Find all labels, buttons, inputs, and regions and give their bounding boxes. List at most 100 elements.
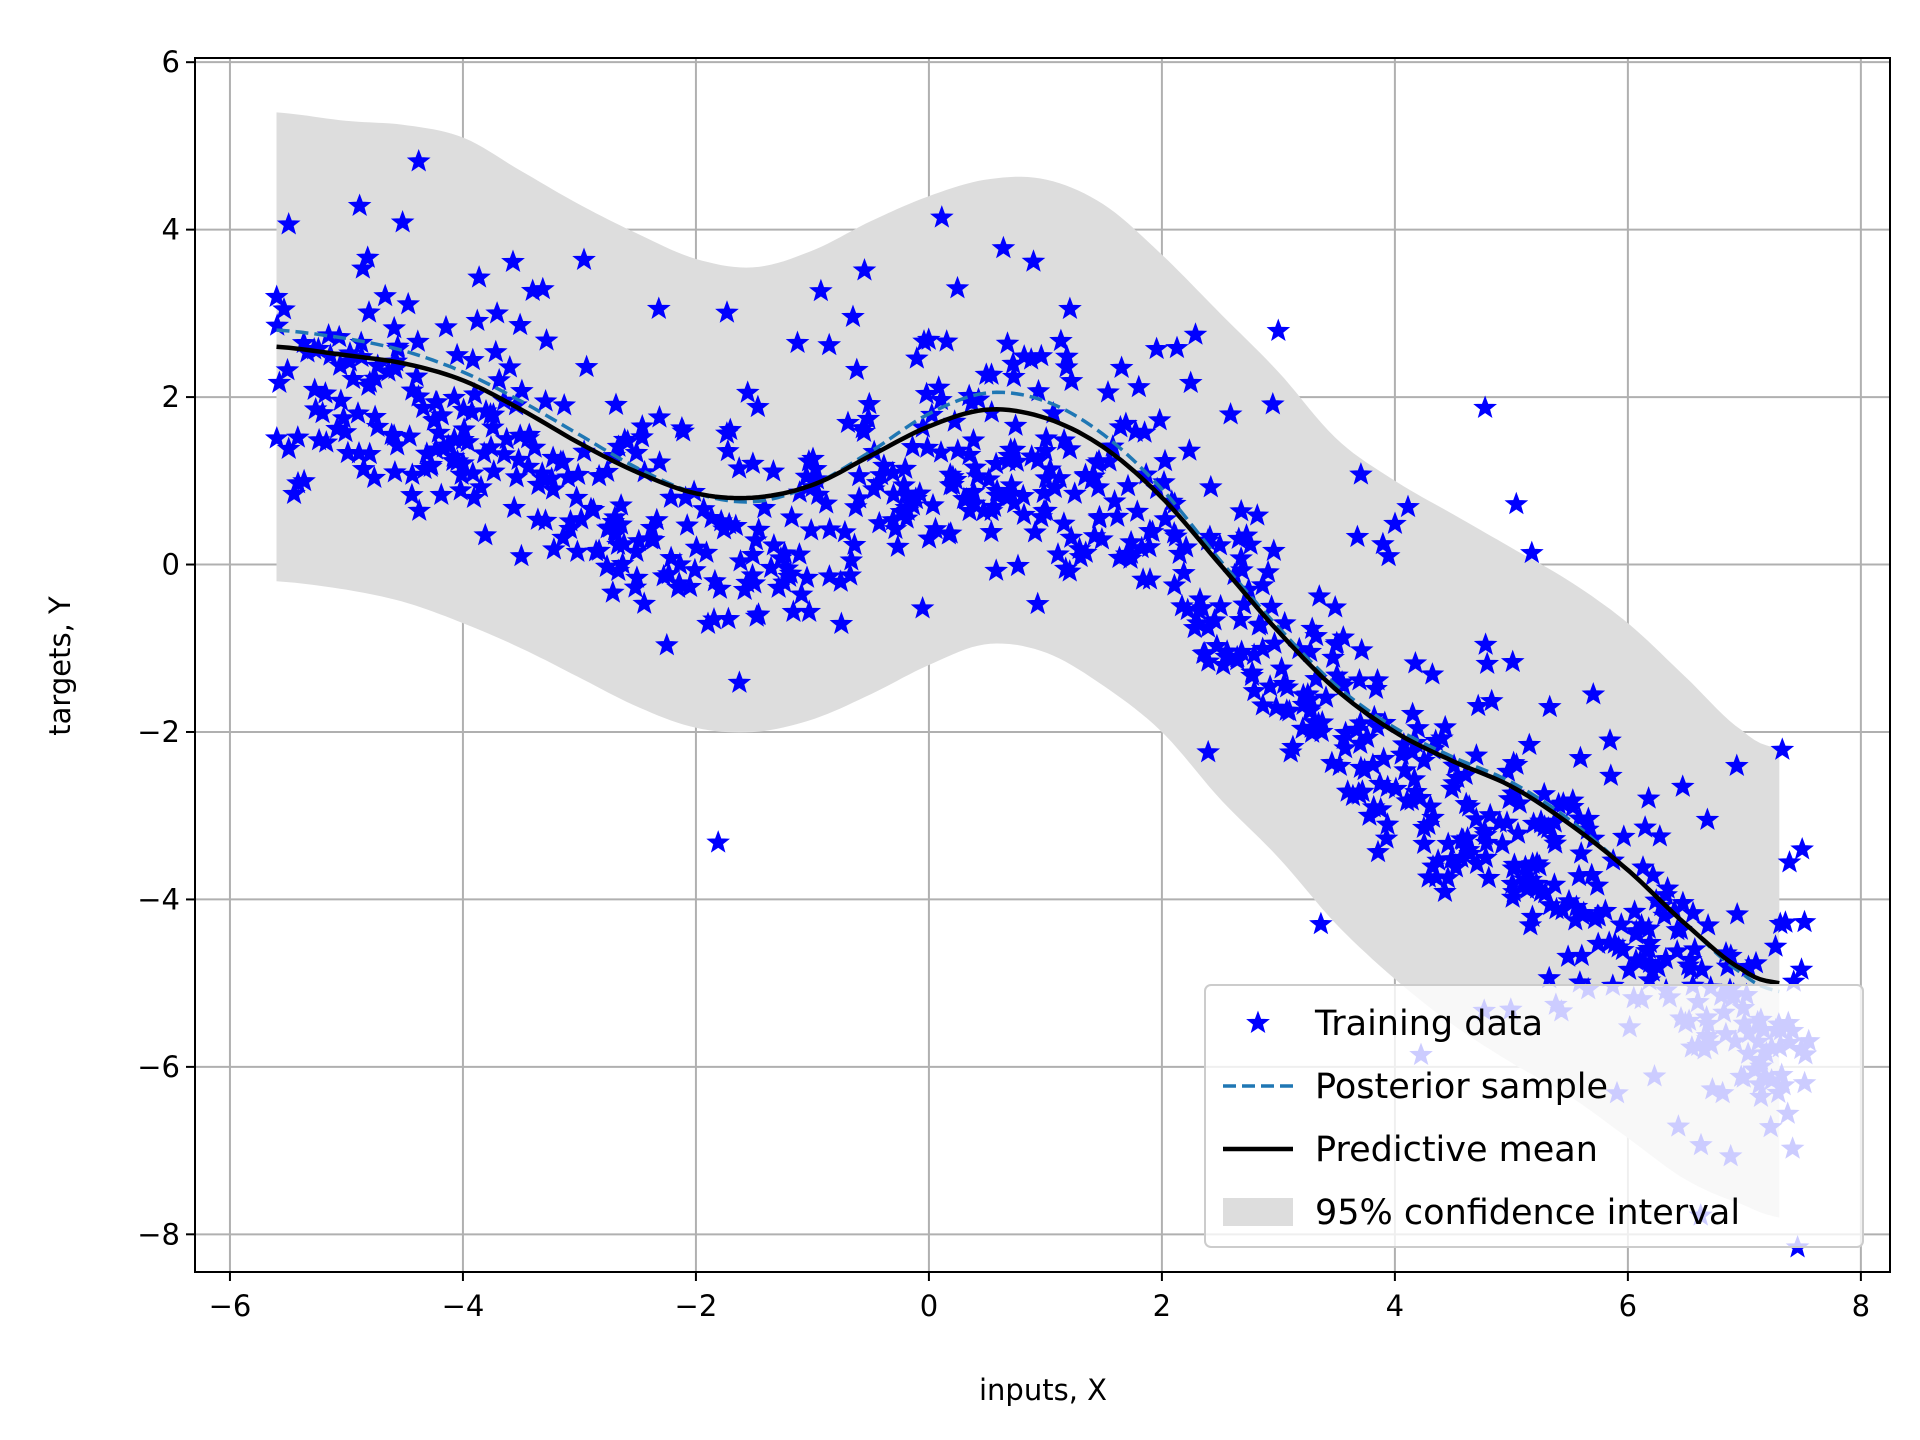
training-data-point: [624, 440, 649, 464]
training-data-point: [923, 516, 948, 540]
training-data-point: [1368, 796, 1393, 820]
training-data-point: [595, 554, 619, 577]
training-data-point: [1507, 791, 1532, 814]
training-data-point: [683, 557, 707, 581]
training-data-point: [1550, 897, 1575, 921]
training-data-point: [1475, 651, 1500, 674]
training-data-point: [314, 430, 339, 453]
training-data-point: [984, 451, 1008, 475]
x-tick-label-3: 0: [920, 1289, 938, 1323]
training-data-point: [1138, 567, 1162, 590]
training-data-point: [1178, 370, 1203, 394]
training-data-point: [1537, 965, 1562, 989]
training-data-point: [601, 580, 625, 603]
training-data-point: [744, 604, 769, 627]
training-data-point: [574, 354, 599, 378]
training-data-point: [347, 440, 371, 464]
training-data-point: [469, 474, 493, 498]
training-data-point: [481, 415, 505, 438]
training-data-point: [732, 577, 757, 601]
training-data-point: [801, 446, 825, 469]
training-data-point: [1365, 667, 1390, 691]
training-data-point: [1473, 632, 1498, 655]
training-data-point: [1344, 717, 1369, 740]
training-data-point: [1240, 663, 1264, 687]
training-data-point: [1665, 939, 1689, 962]
training-data-point: [715, 421, 739, 444]
training-data-point: [1138, 518, 1162, 542]
training-data-point: [1537, 694, 1562, 718]
training-data-point: [632, 591, 657, 614]
training-data-point: [1569, 943, 1594, 966]
training-data-point: [442, 385, 466, 408]
training-data-point: [1164, 524, 1188, 547]
y-tick-label-1: −6: [137, 1050, 180, 1084]
training-data-point: [498, 354, 522, 378]
training-data-point: [509, 543, 534, 567]
training-data-point: [313, 381, 338, 404]
legend-label-3: 95% confidence interval: [1315, 1193, 1740, 1233]
training-data-point: [1162, 573, 1187, 596]
training-data-point: [1474, 845, 1498, 868]
training-data-point: [329, 388, 353, 411]
training-data-point: [1529, 809, 1553, 832]
training-data-point: [1262, 631, 1287, 654]
training-data-point: [1002, 364, 1026, 387]
training-data-point: [991, 235, 1016, 259]
training-data-point: [520, 278, 545, 302]
training-data-point: [341, 366, 365, 390]
training-data-point: [1789, 957, 1814, 980]
training-data-point: [501, 249, 525, 273]
training-data-point: [1622, 899, 1647, 922]
training-data-point: [1402, 766, 1427, 790]
training-data-point: [609, 493, 633, 516]
training-data-point: [379, 422, 404, 445]
training-data-point: [926, 375, 951, 398]
training-data-point: [429, 482, 454, 506]
training-data-point: [1256, 559, 1280, 583]
training-data-point: [1412, 815, 1436, 838]
training-data-point: [404, 364, 429, 387]
training-data-point: [1636, 786, 1661, 809]
training-data-point: [1393, 757, 1417, 781]
training-data-point: [1364, 676, 1388, 700]
training-data-point: [1034, 498, 1058, 521]
training-data-point: [541, 445, 565, 468]
training-data-point: [727, 670, 752, 693]
training-data-point: [351, 456, 376, 480]
training-data-point: [1058, 296, 1082, 320]
training-data-point: [675, 513, 699, 536]
training-data-point: [1182, 615, 1207, 639]
training-data-point: [1695, 807, 1720, 830]
training-data-point: [302, 377, 327, 400]
training-data-point: [752, 495, 777, 519]
training-data-point: [1116, 473, 1140, 497]
training-data-point: [727, 456, 751, 479]
training-data-point: [267, 370, 292, 393]
training-data-point: [264, 284, 289, 308]
training-data-point: [717, 511, 741, 535]
training-data-point: [473, 522, 498, 546]
training-data-point: [671, 419, 696, 442]
training-data-point: [841, 304, 865, 328]
training-data-point: [1352, 757, 1377, 781]
training-data-point: [1345, 524, 1370, 548]
training-data-point: [1678, 956, 1703, 980]
training-data-point: [422, 408, 446, 431]
training-data-point: [847, 463, 872, 487]
training-data-point: [1109, 355, 1134, 378]
training-data-point: [479, 434, 503, 458]
training-data-point: [1038, 457, 1062, 480]
training-data-point: [487, 367, 511, 391]
training-data-point: [1262, 538, 1286, 561]
training-data-point: [1464, 743, 1489, 766]
confidence-band: [276, 112, 1780, 1218]
legend: Training data Posterior sample Predictive …: [1204, 984, 1864, 1248]
training-data-point: [1609, 912, 1634, 935]
training-data-point: [659, 545, 683, 569]
training-data-point: [985, 478, 1009, 502]
training-data-point: [467, 265, 491, 288]
training-data-point: [587, 538, 611, 561]
x-tick-label-1: −4: [442, 1289, 485, 1323]
training-data-point: [1026, 378, 1051, 402]
